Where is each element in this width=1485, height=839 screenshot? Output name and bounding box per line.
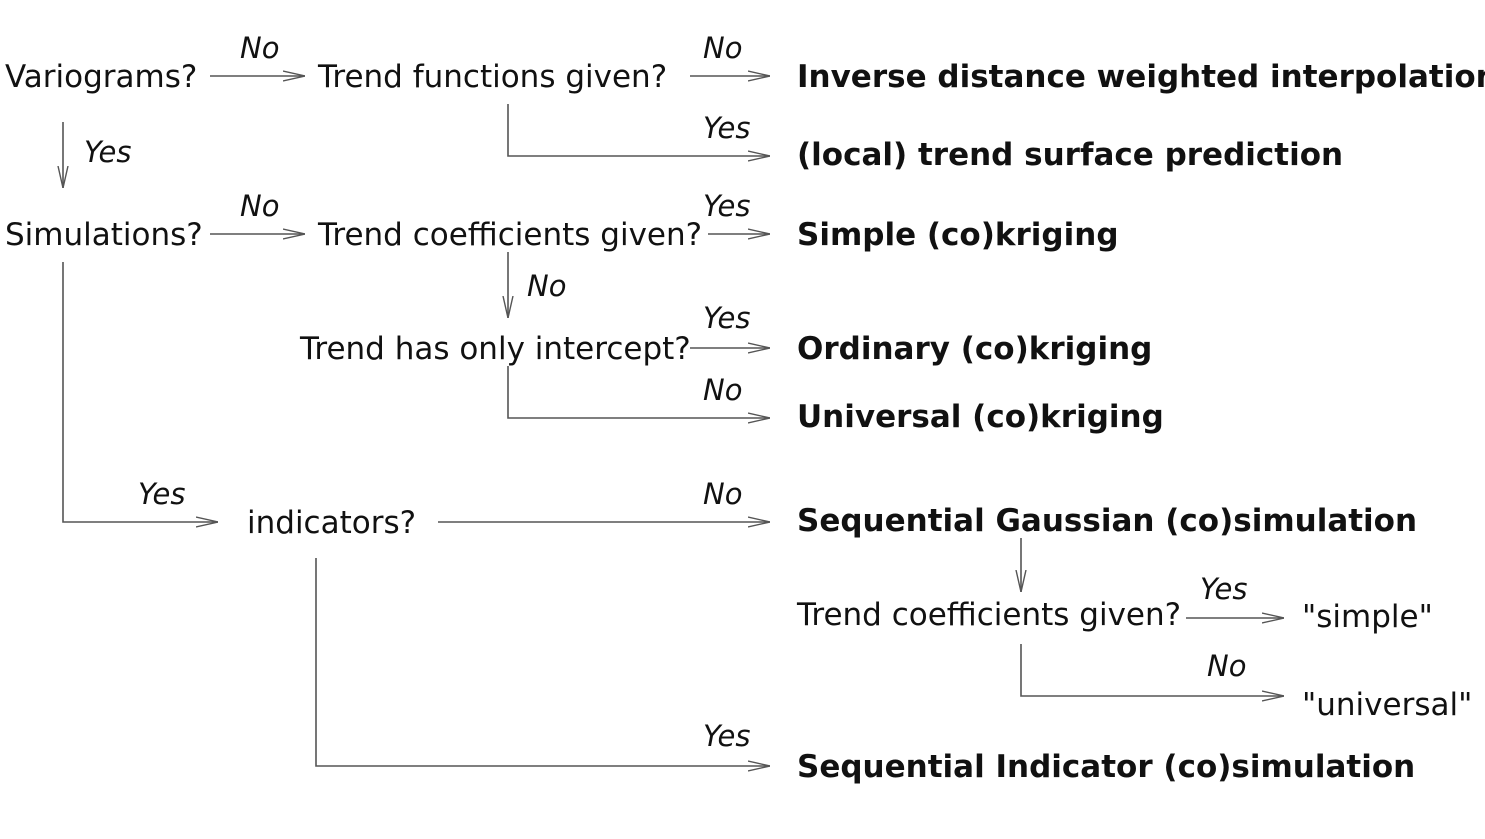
label-trend-coefficients-no: No — [527, 269, 567, 303]
label-simulations-no: No — [240, 189, 280, 223]
label-trend-functions-yes: Yes — [703, 111, 751, 145]
label-trend-intercept-yes: Yes — [703, 301, 751, 335]
question-indicators: indicators? — [247, 505, 417, 541]
label-variograms-yes: Yes — [84, 135, 132, 169]
question-simulations: Simulations? — [5, 217, 203, 253]
edge-trend-intercept-no — [507, 366, 770, 418]
label-trend-coefficients-yes: Yes — [703, 189, 751, 223]
label-trend-intercept-no: No — [703, 373, 743, 407]
result-ordinary-kriging: Ordinary (co)kriging — [797, 331, 1153, 367]
label-trend-functions-no: No — [703, 31, 743, 65]
label-sim-trend-no: No — [1207, 649, 1247, 683]
result-sis: Sequential Indicator (co)simulation — [797, 749, 1416, 785]
label-indicators-yes: Yes — [703, 719, 751, 753]
result-simple-kriging: Simple (co)kriging — [797, 217, 1119, 253]
edge-sim-trend-no — [1020, 644, 1284, 696]
question-trend-functions: Trend functions given? — [318, 59, 668, 95]
result-idw: Inverse distance weighted interpolation — [797, 59, 1485, 95]
label-simulations-yes: Yes — [138, 477, 186, 511]
question-variograms: Variograms? — [5, 59, 198, 95]
label-indicators-no: No — [703, 477, 743, 511]
label-sim-trend-yes: Yes — [1200, 572, 1248, 606]
label-variograms-no: No — [240, 31, 280, 65]
edge-trend-functions-yes — [507, 104, 770, 156]
question-trend-intercept: Trend has only intercept? — [300, 331, 691, 367]
question-trend-coefficients: Trend coefficients given? — [318, 217, 703, 253]
result-universal-kriging: Universal (co)kriging — [797, 399, 1164, 435]
edge-indicators-yes — [315, 558, 770, 766]
result-simple: "simple" — [1302, 599, 1433, 635]
result-local-trend: (local) trend surface prediction — [797, 137, 1344, 173]
question-trend-coefficients-sim: Trend coefficients given? — [797, 597, 1182, 633]
result-universal: "universal" — [1302, 687, 1473, 723]
edge-simulations-yes — [62, 262, 218, 522]
result-sgs: Sequential Gaussian (co)simulation — [797, 503, 1418, 539]
